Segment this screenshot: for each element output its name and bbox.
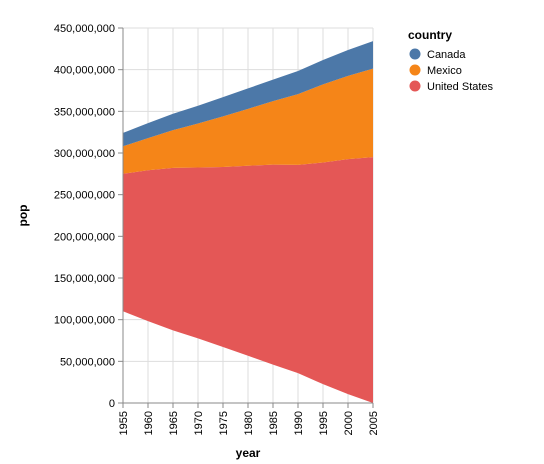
- legend-swatch: [409, 48, 421, 60]
- area-canada: [123, 41, 373, 147]
- y-tick-label: 100,000,000: [54, 315, 115, 327]
- x-axis-ticks: 1955 1960 1965 1970 1975 1980 1985 1990 1995 2000…: [118, 403, 380, 435]
- x-tick-label: 1990: [293, 411, 305, 435]
- legend-label: Canada: [427, 49, 466, 61]
- x-tick-label: 1960: [143, 411, 155, 435]
- legend-label: Mexico: [427, 65, 462, 77]
- x-tick-label: 1965: [168, 411, 180, 435]
- x-tick-label: 1955: [118, 411, 130, 435]
- legend-label: United States: [427, 81, 494, 93]
- y-axis-ticks: 0 50,000,000 100,000,000 150,000,000 200,000…: [54, 23, 123, 410]
- x-tick-label: 1975: [218, 411, 230, 435]
- stacked-areas: [123, 41, 373, 403]
- x-axis-title: year: [236, 446, 261, 460]
- axes: 1955 1960 1965 1970 1975 1980 1985 1990 1995 2000…: [16, 23, 380, 460]
- y-tick-label: 350,000,000: [54, 106, 115, 118]
- y-tick-label: 300,000,000: [54, 148, 115, 160]
- y-axis-title: pop: [16, 205, 30, 227]
- x-tick-label: 2000: [343, 411, 355, 435]
- x-tick-label: 1970: [193, 411, 205, 435]
- y-tick-label: 150,000,000: [54, 273, 115, 285]
- legend: country Canada Mexico United States: [408, 28, 494, 93]
- y-tick-label: 50,000,000: [60, 356, 115, 368]
- y-tick-label: 200,000,000: [54, 231, 115, 243]
- y-tick-label: 250,000,000: [54, 190, 115, 202]
- y-tick-label: 0: [109, 398, 115, 410]
- x-tick-label: 2005: [368, 411, 380, 435]
- legend-title: country: [408, 28, 452, 42]
- y-tick-label: 400,000,000: [54, 65, 115, 77]
- legend-items: Canada Mexico United States: [409, 48, 494, 93]
- x-tick-label: 1995: [318, 411, 330, 435]
- legend-swatch: [409, 64, 421, 76]
- area-mexico: [123, 68, 373, 174]
- legend-swatch: [409, 80, 421, 92]
- area-united-states: [123, 157, 373, 403]
- y-tick-label: 450,000,000: [54, 23, 115, 35]
- x-tick-label: 1985: [268, 411, 280, 435]
- x-tick-label: 1980: [243, 411, 255, 435]
